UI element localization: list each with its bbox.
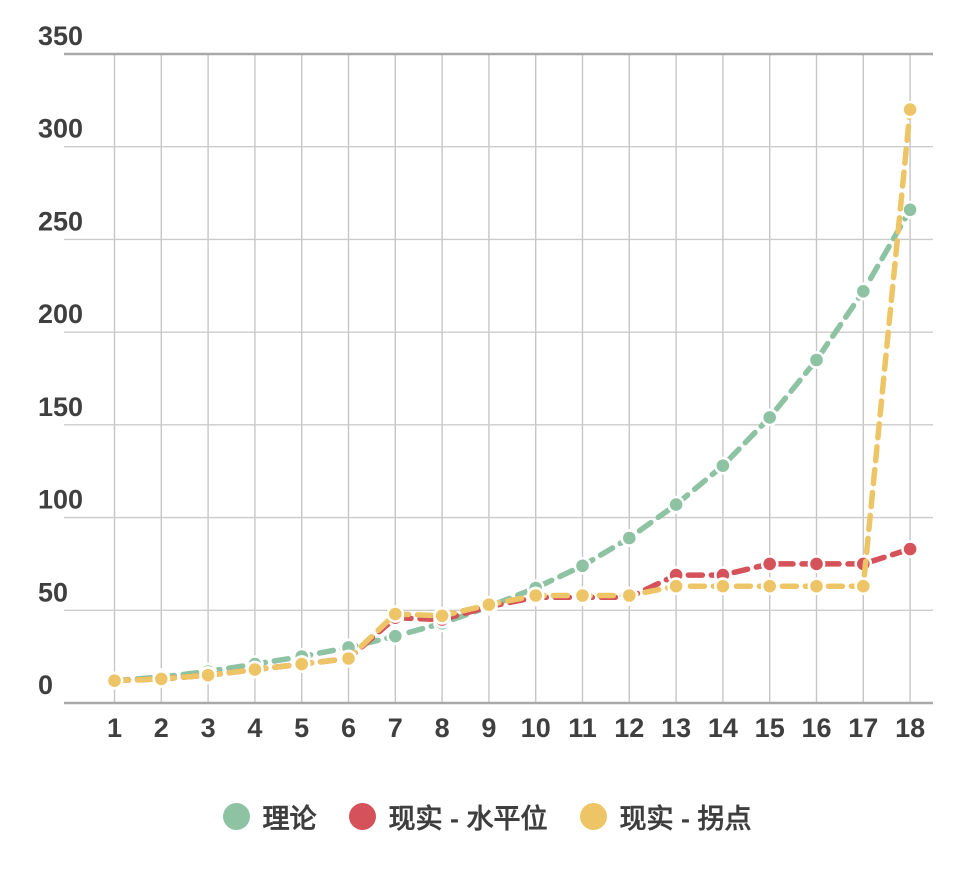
data-point-reality-inflection-point[interactable] <box>901 100 919 119</box>
y-tick-label: 150 <box>38 392 83 422</box>
x-tick-label: 13 <box>661 713 691 743</box>
data-point-reality-horizontal-level[interactable] <box>807 555 826 573</box>
data-point-reality-inflection-point[interactable] <box>760 577 779 596</box>
data-point-reality-inflection-point[interactable] <box>667 577 685 596</box>
data-point-reality-inflection-point[interactable] <box>292 655 311 673</box>
data-point-reality-inflection-point[interactable] <box>620 586 639 605</box>
series-line-theory <box>111 207 913 684</box>
x-tick-label: 4 <box>247 713 262 743</box>
y-tick-label: 300 <box>38 114 83 144</box>
y-tick-label: 350 <box>38 21 83 51</box>
legend-item-reality-horizontal-level[interactable]: 现实 - 水平位 <box>348 797 548 836</box>
data-point-reality-inflection-point[interactable] <box>526 586 545 605</box>
y-tick-label: 250 <box>38 206 83 236</box>
x-tick-label: 14 <box>708 713 738 743</box>
data-point-theory[interactable] <box>854 282 873 301</box>
data-point-reality-inflection-point[interactable] <box>807 577 826 596</box>
data-point-theory[interactable] <box>573 556 592 575</box>
x-tick-label: 16 <box>801 713 831 743</box>
x-tick-label: 11 <box>568 713 597 743</box>
data-point-reality-inflection-point[interactable] <box>714 577 732 596</box>
x-tick-label: 17 <box>848 713 878 743</box>
line-chart: 1 2 3 4 5 6 7 8 9 10 11 12 13 14 15 16 17 180501001502002… <box>38 21 933 743</box>
legend-label-reality-horizontal-level: 现实 - 水平位 <box>388 804 548 834</box>
legend-item-reality-inflection-point[interactable]: 现实 - 拐点 <box>579 797 752 836</box>
data-point-reality-inflection-point[interactable] <box>339 649 358 668</box>
legend-marker-reality-horizontal-level-icon <box>348 803 376 830</box>
x-tick-label: 18 <box>895 713 925 743</box>
x-tick-label: 6 <box>341 713 356 743</box>
x-tick-label: 10 <box>521 713 551 743</box>
legend-marker-reality-inflection-point-icon <box>579 803 607 830</box>
data-point-reality-inflection-point[interactable] <box>854 577 873 596</box>
y-tick-label: 0 <box>38 670 53 700</box>
data-point-reality-inflection-point[interactable] <box>245 660 264 679</box>
data-point-theory[interactable] <box>714 456 732 475</box>
data-point-reality-inflection-point[interactable] <box>152 670 171 688</box>
x-tick-label: 5 <box>294 713 309 743</box>
data-point-reality-horizontal-level[interactable] <box>760 555 779 573</box>
data-point-reality-inflection-point[interactable] <box>573 586 592 605</box>
data-point-reality-inflection-point[interactable] <box>105 671 124 690</box>
data-point-reality-inflection-point[interactable] <box>386 605 405 623</box>
data-point-theory[interactable] <box>667 495 685 514</box>
data-point-theory[interactable] <box>807 351 826 369</box>
data-point-theory[interactable] <box>901 200 919 219</box>
data-point-theory[interactable] <box>760 408 779 427</box>
data-point-reality-inflection-point[interactable] <box>479 595 498 614</box>
y-tick-label: 50 <box>38 577 68 607</box>
y-tick-label: 200 <box>38 299 83 329</box>
x-tick-label: 1 <box>107 713 122 743</box>
data-point-reality-horizontal-level[interactable] <box>901 540 919 558</box>
x-tick-label: 12 <box>614 713 644 743</box>
x-tick-label: 15 <box>755 713 785 743</box>
series-line-reality-horizontal-level <box>111 546 913 684</box>
legend-label-reality-inflection-point: 现实 - 拐点 <box>619 804 752 834</box>
data-point-theory[interactable] <box>620 529 639 547</box>
data-point-reality-inflection-point[interactable] <box>199 666 217 685</box>
data-point-theory[interactable] <box>386 627 405 646</box>
legend-item-theory[interactable]: 理论 <box>222 797 317 836</box>
legend-marker-theory-icon <box>222 803 250 830</box>
x-tick-label: 7 <box>388 713 403 743</box>
chart-legend: 理论 现实 - 水平位 现实 - 拐点 <box>0 797 974 836</box>
x-tick-label: 2 <box>154 713 169 743</box>
y-tick-label: 100 <box>38 485 83 515</box>
data-point-reality-inflection-point[interactable] <box>433 606 451 625</box>
x-tick-label: 8 <box>435 713 450 743</box>
legend-label-theory: 理论 <box>262 804 317 834</box>
series-line-reality-inflection-point <box>111 106 913 684</box>
x-tick-label: 3 <box>201 713 216 743</box>
x-tick-label: 9 <box>481 713 496 743</box>
